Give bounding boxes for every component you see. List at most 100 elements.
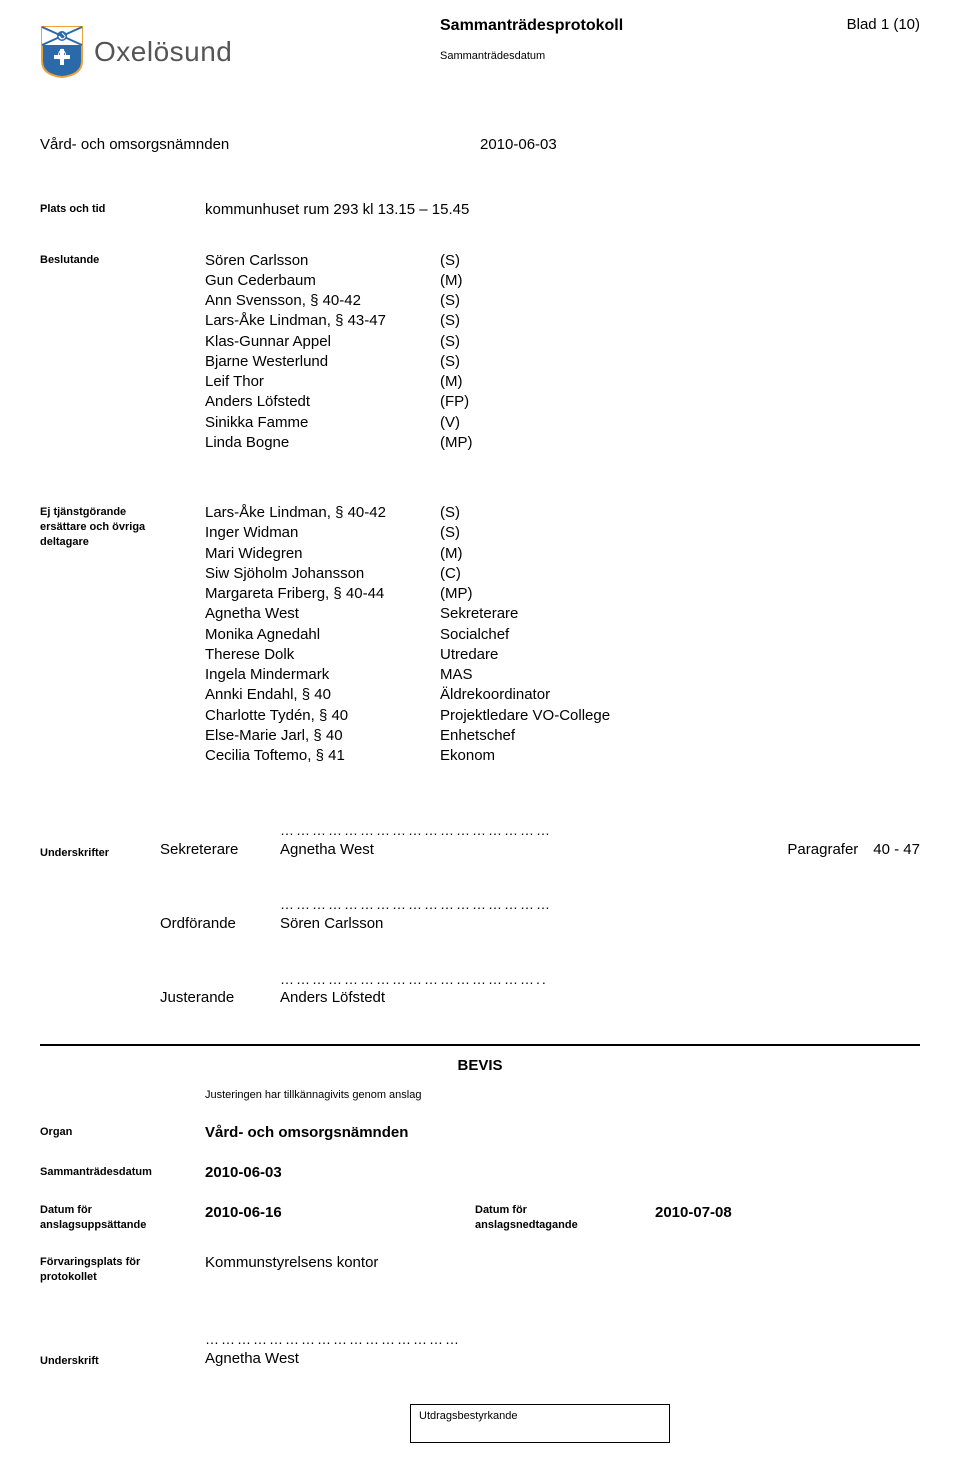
ej-name: Annki Endahl, § 40 [205, 685, 440, 705]
sig-dots: ………………………………………….. [280, 970, 920, 989]
beslutande-party: (MP) [440, 433, 675, 453]
forvaringsplats-row: Förvaringsplats för protokollet Kommunst… [40, 1253, 920, 1285]
plats-section: Plats och tid kommunhuset rum 293 kl 13.… [40, 200, 920, 220]
beslutande-name: Gun Cederbaum [205, 271, 440, 291]
forv-value: Kommunstyrelsens kontor [205, 1253, 920, 1285]
forv-label: Förvaringsplats för protokollet [40, 1253, 205, 1285]
underskrift-row: Underskrift ………………………………………… Agnetha Wes… [40, 1330, 920, 1369]
sig-ordforande-row: Ordförande …………………………………………… Sören Carls… [40, 895, 920, 934]
ej-name: Else-Marie Jarl, § 40 [205, 726, 440, 746]
sekreterare-name: Agnetha West [280, 840, 762, 860]
shield-icon [40, 25, 84, 79]
organ-value: Vård- och omsorgsnämnden [205, 1123, 920, 1143]
justerande-role: Justerande [160, 988, 280, 1008]
ej-role: Sekreterare [440, 604, 675, 624]
d1-label: Datum för anslagsuppsättande [40, 1203, 205, 1233]
date-label: Sammanträdesdatum [440, 49, 920, 64]
beslutande-party: (M) [440, 271, 675, 291]
ej-name: Mari Widegren [205, 544, 440, 564]
plats-value: kommunhuset rum 293 kl 13.15 – 15.45 [205, 200, 920, 220]
beslutande-list: Sören CarlssonGun CederbaumAnn Svensson,… [205, 251, 920, 454]
ej-role: Äldrekoordinator [440, 685, 675, 705]
beslutande-name: Anders Löfstedt [205, 392, 440, 412]
ej-name: Cecilia Toftemo, § 41 [205, 746, 440, 766]
ej-role: (S) [440, 503, 675, 523]
ordforande-role: Ordförande [160, 914, 280, 934]
ej-name: Margareta Friberg, § 40-44 [205, 584, 440, 604]
ej-role: Socialchef [440, 625, 675, 645]
sammantrade-row: Sammanträdesdatum 2010-06-03 [40, 1163, 920, 1183]
beslutande-party: (FP) [440, 392, 675, 412]
ej-name: Ingela Mindermark [205, 665, 440, 685]
date-pair-row: Datum för anslagsuppsättande 2010-06-16 … [40, 1203, 920, 1233]
page-number: Blad 1 (10) [847, 15, 920, 35]
bevis-title: BEVIS [40, 1056, 920, 1076]
ej-name: Siw Sjöholm Johansson [205, 564, 440, 584]
beslutande-name: Klas-Gunnar Appel [205, 332, 440, 352]
beslutande-name: Linda Bogne [205, 433, 440, 453]
beslutande-party: (V) [440, 413, 675, 433]
ej-role: (C) [440, 564, 675, 584]
beslutande-party: (S) [440, 251, 675, 271]
beslutande-name: Ann Svensson, § 40-42 [205, 291, 440, 311]
d1-value: 2010-06-16 [205, 1203, 475, 1233]
sig-sekreterare-row: Underskrifter Sekreterare ……………………………………… [40, 821, 920, 860]
doc-title: Sammanträdesprotokoll [440, 15, 623, 37]
ej-name: Agnetha West [205, 604, 440, 624]
underskrifter-label: Underskrifter [40, 846, 160, 861]
ej-list: Lars-Åke Lindman, § 40-42Inger WidmanMar… [205, 503, 920, 766]
beslutande-party: (S) [440, 291, 675, 311]
ej-name: Therese Dolk [205, 645, 440, 665]
bevis-sub: Justeringen har tillkännagivits genom an… [205, 1088, 920, 1103]
underskrift-name: Agnetha West [205, 1349, 461, 1369]
committee-name: Vård- och omsorgsnämnden [40, 135, 480, 155]
ej-role: (M) [440, 544, 675, 564]
beslutande-party: (S) [440, 352, 675, 372]
justerande-name: Anders Löfstedt [280, 988, 920, 1008]
ej-label: Ej tjänstgörande ersättare och övriga de… [40, 503, 205, 766]
ej-role: (S) [440, 523, 675, 543]
sig-dots: ………………………………………… [205, 1330, 461, 1349]
plats-label: Plats och tid [40, 200, 205, 220]
d2-value: 2010-07-08 [655, 1203, 732, 1233]
bevis-block: BEVIS Justeringen har tillkännagivits ge… [40, 1044, 920, 1103]
ej-role: MAS [440, 665, 675, 685]
ej-role: Projektledare VO-College [440, 706, 675, 726]
sekreterare-role: Sekreterare [160, 840, 280, 860]
beslutande-name: Lars-Åke Lindman, § 43-47 [205, 311, 440, 331]
beslutande-name: Sören Carlsson [205, 251, 440, 271]
ej-role: Ekonom [440, 746, 675, 766]
sig-dots: …………………………………………… [280, 821, 762, 840]
organ-label: Organ [40, 1123, 205, 1143]
paragrafer-label: Paragrafer [787, 840, 858, 860]
page: Oxelösund Sammanträdesprotokoll Blad 1 (… [0, 0, 960, 1473]
beslutande-name: Leif Thor [205, 372, 440, 392]
committee-date: 2010-06-03 [480, 135, 557, 155]
beslutande-party: (S) [440, 332, 675, 352]
ej-name: Inger Widman [205, 523, 440, 543]
underskrift-label: Underskrift [40, 1352, 205, 1369]
beslutande-party: (S) [440, 311, 675, 331]
footer-box: Utdragsbestyrkande [410, 1404, 670, 1443]
paragrafer-value: 40 - 47 [873, 840, 920, 860]
sammantrade-value: 2010-06-03 [205, 1163, 920, 1183]
org-name: Oxelösund [94, 33, 232, 71]
beslutande-party: (M) [440, 372, 675, 392]
footer-label: Utdragsbestyrkande [419, 1410, 517, 1422]
sammantrade-label: Sammanträdesdatum [40, 1163, 205, 1183]
beslutande-section: Beslutande Sören CarlssonGun CederbaumAn… [40, 251, 920, 454]
ej-name: Charlotte Tydén, § 40 [205, 706, 440, 726]
sig-dots: …………………………………………… [280, 895, 920, 914]
beslutande-label: Beslutande [40, 251, 205, 454]
organ-row: Organ Vård- och omsorgsnämnden [40, 1123, 920, 1143]
ej-role: (MP) [440, 584, 675, 604]
ej-name: Monika Agnedahl [205, 625, 440, 645]
ej-section: Ej tjänstgörande ersättare och övriga de… [40, 503, 920, 766]
ej-role: Enhetschef [440, 726, 675, 746]
ordforande-name: Sören Carlsson [280, 914, 920, 934]
sig-justerande-row: Justerande ………………………………………….. Anders Löf… [40, 970, 920, 1009]
beslutande-name: Sinikka Famme [205, 413, 440, 433]
logo-block: Oxelösund [40, 25, 232, 79]
beslutande-name: Bjarne Westerlund [205, 352, 440, 372]
ej-name: Lars-Åke Lindman, § 40-42 [205, 503, 440, 523]
